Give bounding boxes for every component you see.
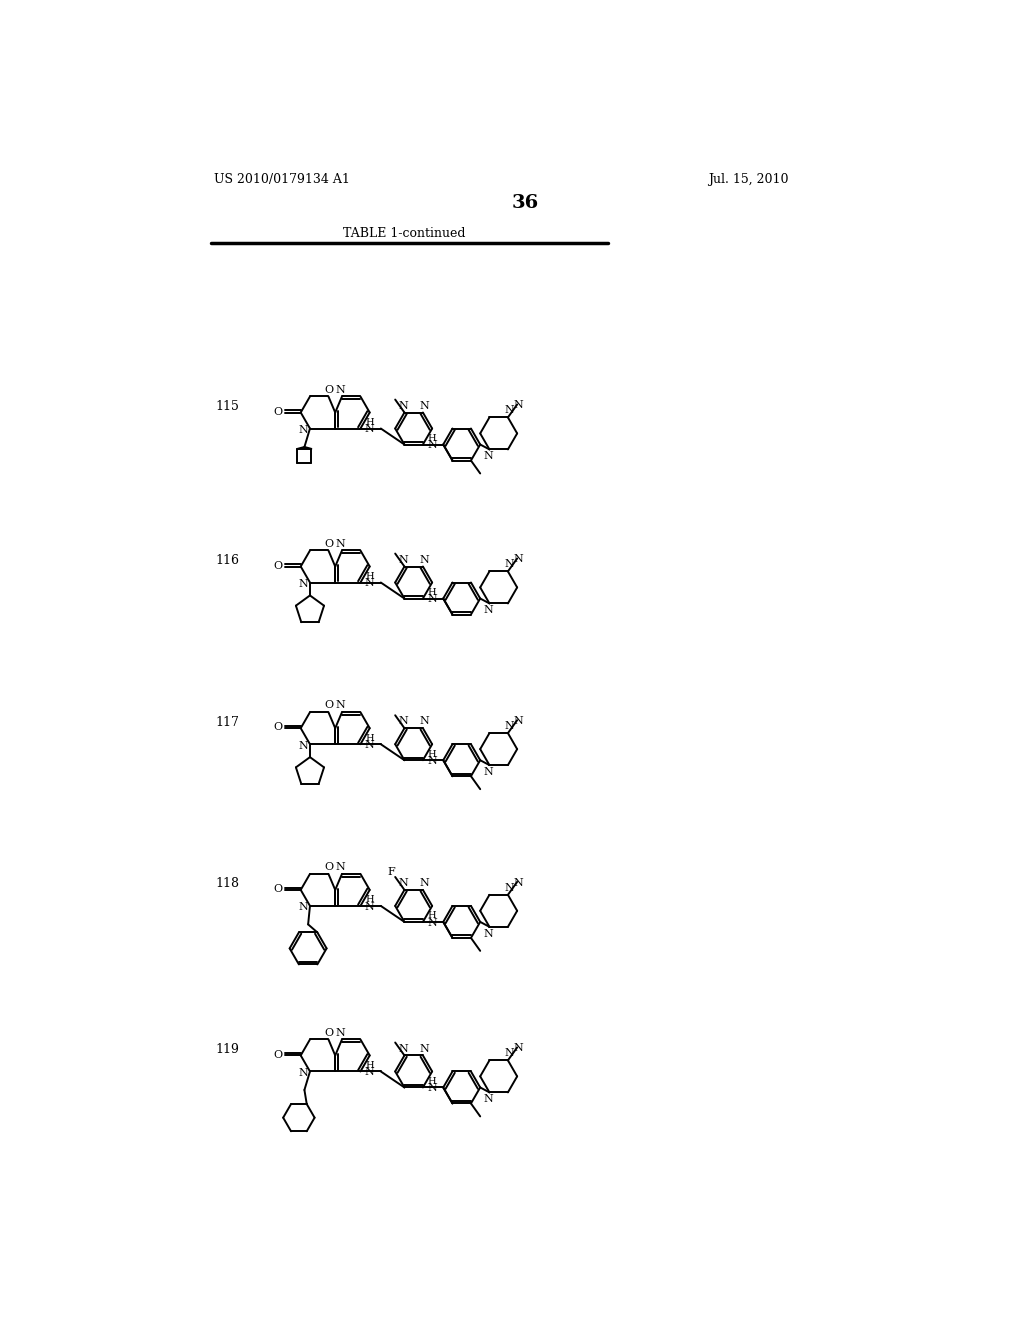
Text: N: N: [336, 539, 345, 549]
Text: N: N: [365, 424, 375, 434]
Text: N: N: [483, 1094, 493, 1105]
Text: N: N: [420, 878, 429, 888]
Text: US 2010/0179134 A1: US 2010/0179134 A1: [214, 173, 349, 186]
Text: N: N: [365, 1068, 375, 1077]
Text: H: H: [366, 1061, 374, 1069]
Text: F: F: [387, 867, 395, 878]
Text: N: N: [513, 717, 523, 726]
Text: N: N: [483, 929, 493, 939]
Text: N: N: [420, 400, 429, 411]
Text: N: N: [427, 756, 437, 766]
Text: N: N: [483, 767, 493, 777]
Text: N: N: [505, 1048, 514, 1059]
Text: N: N: [365, 902, 375, 912]
Text: H: H: [366, 418, 374, 426]
Text: 36: 36: [511, 194, 539, 213]
Text: N: N: [398, 1044, 408, 1053]
Text: TABLE 1-continued: TABLE 1-continued: [343, 227, 465, 240]
Text: O: O: [324, 384, 333, 395]
Text: N: N: [336, 384, 345, 395]
Text: O: O: [324, 701, 333, 710]
Text: H: H: [428, 911, 436, 920]
Text: 115: 115: [215, 400, 240, 413]
Text: N: N: [398, 554, 408, 565]
Text: H: H: [428, 434, 436, 442]
Text: N: N: [513, 1043, 523, 1053]
Text: N: N: [365, 578, 375, 589]
Text: H: H: [428, 587, 436, 597]
Text: N: N: [483, 606, 493, 615]
Text: N: N: [427, 594, 437, 605]
Text: N: N: [427, 441, 437, 450]
Text: H: H: [366, 734, 374, 743]
Text: 119: 119: [215, 1043, 240, 1056]
Text: N: N: [299, 579, 308, 589]
Text: N: N: [505, 721, 514, 731]
Text: N: N: [299, 903, 308, 912]
Text: H: H: [366, 572, 374, 581]
Text: O: O: [273, 722, 283, 733]
Text: N: N: [420, 717, 429, 726]
Text: 116: 116: [215, 554, 240, 566]
Text: N: N: [398, 400, 408, 411]
Text: O: O: [273, 561, 283, 570]
Text: N: N: [420, 1044, 429, 1053]
Text: O: O: [273, 407, 283, 417]
Text: N: N: [505, 883, 514, 892]
Text: N: N: [513, 554, 523, 565]
Text: N: N: [513, 400, 523, 411]
Text: O: O: [273, 1049, 283, 1060]
Text: Jul. 15, 2010: Jul. 15, 2010: [708, 173, 788, 186]
Text: N: N: [427, 917, 437, 928]
Text: N: N: [505, 560, 514, 569]
Text: H: H: [428, 750, 436, 759]
Text: N: N: [420, 554, 429, 565]
Text: 117: 117: [215, 715, 240, 729]
Text: H: H: [428, 1077, 436, 1086]
Text: N: N: [505, 405, 514, 416]
Text: N: N: [483, 451, 493, 462]
Text: 118: 118: [215, 878, 240, 890]
Text: O: O: [324, 1027, 333, 1038]
Text: N: N: [398, 878, 408, 888]
Text: N: N: [336, 862, 345, 873]
Text: O: O: [324, 862, 333, 873]
Text: H: H: [366, 895, 374, 904]
Text: N: N: [398, 717, 408, 726]
Text: N: N: [336, 1027, 345, 1038]
Text: N: N: [513, 878, 523, 888]
Text: O: O: [324, 539, 333, 549]
Text: N: N: [299, 1068, 308, 1078]
Text: O: O: [273, 884, 283, 894]
Text: N: N: [336, 701, 345, 710]
Text: N: N: [365, 741, 375, 750]
Text: N: N: [427, 1084, 437, 1093]
Text: N: N: [299, 425, 308, 436]
Text: N: N: [299, 741, 308, 751]
